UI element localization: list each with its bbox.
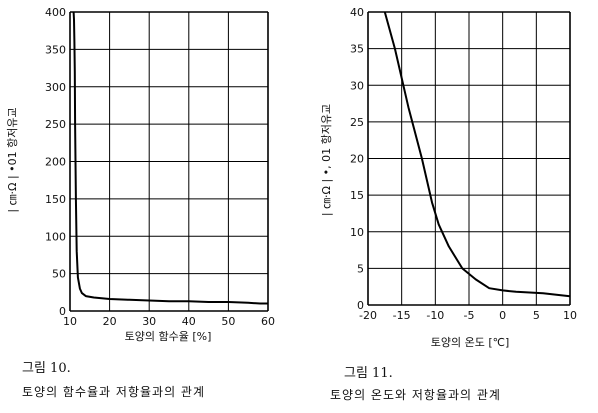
y-tick-label: 150 [45,193,66,206]
x-tick-label: 0 [499,309,506,322]
y-axis-label: | ㎝·Ω | •01 항저유교 [6,107,19,212]
figure-11-caption: 토양의 온도와 저항율과의 관계 [330,388,501,402]
series-line [72,11,268,305]
series-line [383,11,571,298]
x-tick-label: 50 [221,315,235,328]
y-tick-label: 350 [45,43,66,56]
figure-10-caption: 토양의 함수율과 저항율과의 관계 [22,385,206,399]
y-tick-label: 100 [45,230,66,243]
x-tick-label: -5 [464,309,475,322]
y-tick-label: 35 [350,43,364,56]
figure-11-number: 그림 11. [344,366,393,381]
y-tick-label: 15 [350,189,364,202]
y-tick-label: 25 [350,116,364,129]
y-tick-label: 5 [357,262,364,275]
x-tick-label: -10 [426,309,444,322]
x-tick-label: 5 [533,309,540,322]
y-axis-label: | ㎝·Ω | •, 01 항저유교 [320,104,333,216]
x-axis-label: 토양의 함수율 [%] [125,330,212,343]
y-tick-label: 0 [357,299,364,312]
y-tick-label: 400 [45,6,66,19]
chart-moisture-vs-resistivity: 0 50 100 150 200 250 300 350 400 10 20 30 40 50 60 토양의 … [6,6,275,343]
chart-temperature-vs-resistivity: 0 5 10 15 20 25 30 35 40 -20 -15 -10 -5 0 5 10 토양의 온도 [℃… [320,6,577,349]
figure-10-number: 그림 10. [22,361,71,376]
x-tick-label: -15 [393,309,411,322]
y-tick-label: 250 [45,118,66,131]
x-axis-label: 토양의 온도 [℃] [431,336,510,349]
y-tick-label: 20 [350,153,364,166]
x-tick-label: 40 [182,315,196,328]
x-tick-label: 60 [261,315,275,328]
y-tick-label: 40 [350,6,364,19]
y-tick-label: 30 [350,79,364,92]
y-tick-label: 200 [45,156,66,169]
x-tick-label: 10 [563,309,577,322]
x-tick-label: -20 [359,309,377,322]
x-tick-label: 10 [63,315,77,328]
x-tick-label: 20 [103,315,117,328]
y-tick-label: 0 [59,305,66,318]
y-tick-label: 50 [52,268,66,281]
y-tick-label: 300 [45,81,66,94]
x-tick-label: 30 [142,315,156,328]
y-tick-label: 10 [350,226,364,239]
